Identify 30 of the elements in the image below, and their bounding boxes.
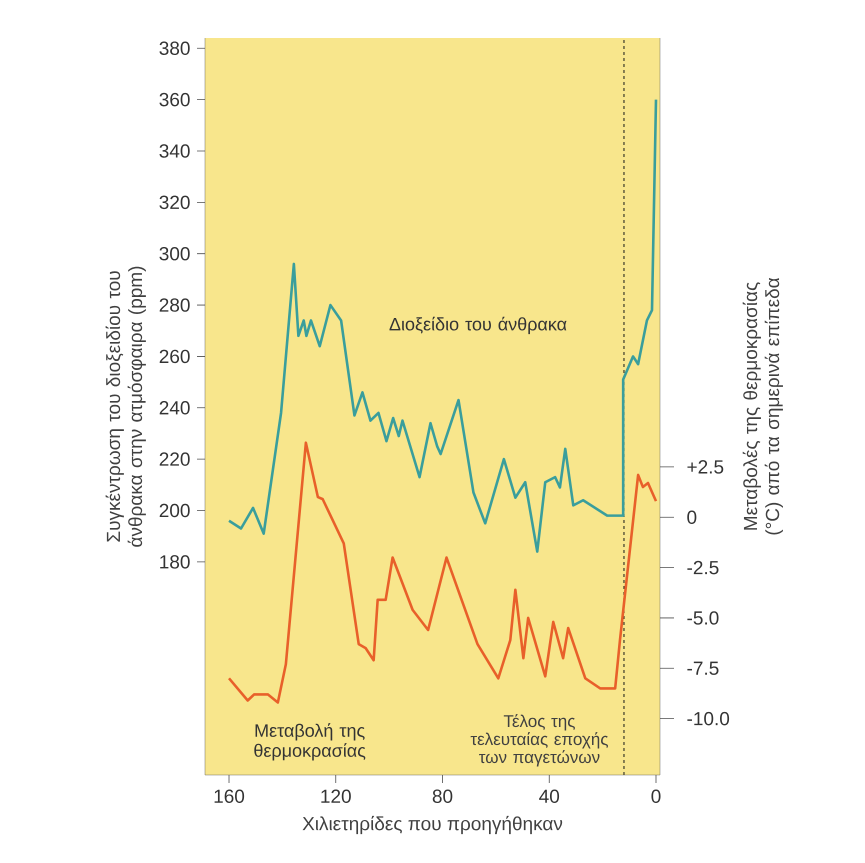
series-label: Μεταβολή της θερμοκρασίας [254,723,366,760]
y-axis-title: Συγκέντρωση του διοξειδίου του άνθρακα στην ατμόσφαιρα (ppm) [106,266,146,547]
y-tick-label: 280 [160,298,190,312]
line-series [228,98,658,553]
ref-line-label: Τέλος της τελευταίας εποχής των παγετώνων [470,714,608,766]
x-tick-label: 0 [651,790,661,803]
y2-tick-label: -7.5 [687,662,718,675]
y-tick-label: 200 [160,504,190,518]
y-tick-label: 380 [159,42,190,55]
x-axis-title: Χιλιετηρίδες που προηγήθηκαν [302,816,562,834]
x-tick-label: 160 [214,790,244,803]
x-tick-label: 120 [321,790,351,803]
y-tick-label: 300 [159,246,190,260]
x-tick-label: 80 [432,790,452,803]
y-tick-label: 260 [160,350,190,364]
y2-tick-label: 0 [687,510,696,524]
text: Διοξείδιο του άνθρακα [389,316,567,334]
y-tick-label: 320 [159,196,190,210]
y2-axis-title: Μεταβολές της θερμοκρασίας (°C) από τα σημερινά επίπεδα [742,278,783,534]
line-series [228,441,658,704]
y-tick-label: 180 [160,555,190,569]
y2-tick-label: -10.0 [687,712,730,726]
y2-tick-label: -5.0 [687,611,719,625]
y-tick-label: 220 [160,452,190,466]
y2-tick-label: -2.5 [687,560,718,574]
y-tick-label: 360 [159,92,190,106]
x-tick-label: 40 [539,790,560,803]
y-tick-label: 340 [159,144,190,158]
y2-tick-label: +2.5 [687,460,724,474]
y-tick-label: 240 [160,401,190,415]
